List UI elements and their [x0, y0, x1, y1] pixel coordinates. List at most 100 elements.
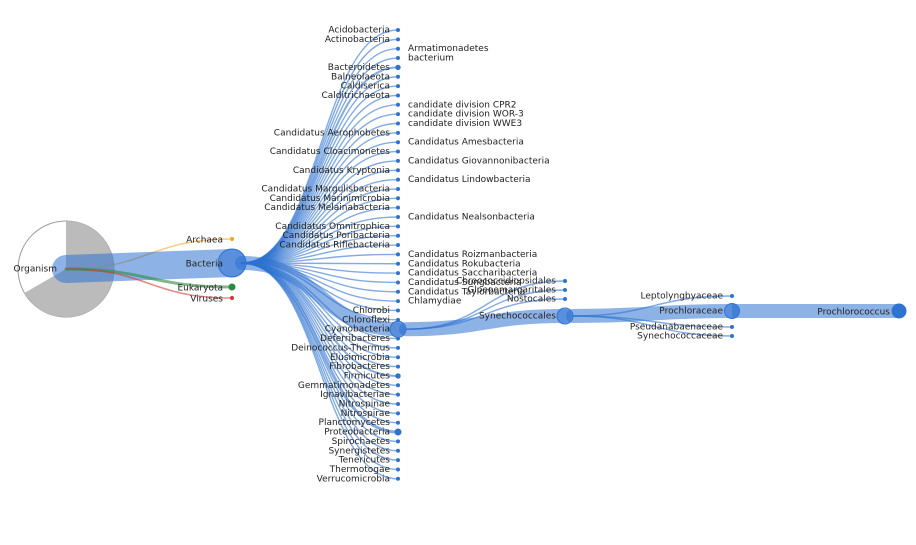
node-candidatus-kryptonia[interactable]	[396, 168, 400, 173]
node-candidatus-aerophobetes[interactable]	[396, 130, 400, 135]
node-leptolyngbyaceae[interactable]	[730, 294, 734, 298]
node-candidatus-taylorbacteria[interactable]	[396, 289, 400, 294]
node-candidatus-marinimicrobia[interactable]	[396, 196, 400, 201]
node-nostocales[interactable]	[563, 297, 567, 301]
node-label-spirochaetes: Spirochaetes	[332, 437, 391, 447]
node-deinococcus-thermus[interactable]	[396, 345, 400, 350]
node-caldiserica[interactable]	[396, 84, 400, 89]
node-spirochaetes[interactable]	[396, 439, 400, 444]
node-label-chroococcidiopsidales: Chroococcidiopsidales	[456, 277, 556, 287]
node-cyanobacteria[interactable]	[389, 320, 407, 338]
node-label-nitrospinae: Nitrospinae	[339, 400, 391, 410]
node-nitrospirae[interactable]	[396, 411, 400, 416]
node-bacteria[interactable]	[217, 248, 247, 278]
node-gemmatimonadetes[interactable]	[396, 383, 400, 388]
node-balneolaeota[interactable]	[396, 74, 400, 79]
node-candidatus-saccharibacteria[interactable]	[396, 271, 400, 276]
node-candidatus-amesbacteria[interactable]	[396, 140, 400, 145]
node-synergistetes[interactable]	[396, 448, 400, 453]
node-deferribacteres[interactable]	[396, 336, 400, 341]
node-label-cyanobacteria: Cyanobacteria	[325, 325, 390, 335]
node-label-planctomycetes: Planctomycetes	[319, 418, 391, 428]
link-bacteria-verrucomicrobia	[241, 262, 399, 480]
node-chlorobi[interactable]	[396, 308, 400, 313]
node-thermotogae[interactable]	[396, 467, 400, 472]
node-viruses[interactable]	[229, 295, 235, 301]
node-candidate-division-wor-3[interactable]	[396, 112, 400, 117]
node-elusimicrobia[interactable]	[396, 355, 400, 360]
node-chlamydiae[interactable]	[396, 299, 400, 304]
node-label-organism: Organism	[13, 265, 57, 275]
node-ignavibacteriae[interactable]	[396, 392, 400, 397]
node-label-prochloraceae: Prochloraceae	[659, 307, 723, 317]
node-proteobacteria[interactable]	[394, 428, 402, 436]
node-label-candidate-division-cpr2: candidate division CPR2	[408, 100, 517, 110]
node-firmicutes[interactable]	[395, 373, 401, 379]
node-calditrichaeota[interactable]	[396, 93, 400, 98]
node-label-candidatus-rokubacteria: Candidatus Rokubacteria	[408, 259, 521, 269]
node-label-candidatus-margulisbacteria: Candidatus Margulisbacteria	[261, 184, 390, 194]
node-armatimonadetes[interactable]	[396, 46, 400, 51]
node-label-candidatus-nealsonbacteria: Candidatus Nealsonbacteria	[408, 213, 535, 223]
node-planctomycetes[interactable]	[396, 420, 400, 425]
node-label-bacteria: Bacteria	[186, 260, 223, 270]
node-candidatus-cloacimonetes[interactable]	[396, 149, 400, 154]
node-label-candidatus-omnitrophica: Candidatus Omnitrophica	[275, 222, 390, 232]
node-label-leptolyngbyaceae: Leptolyngbyaceae	[641, 292, 724, 302]
node-label-candidatus-cloacimonetes: Candidatus Cloacimonetes	[270, 147, 391, 157]
node-label-gemmatimonadetes: Gemmatimonadetes	[298, 381, 390, 391]
node-candidatus-omnitrophica[interactable]	[396, 224, 400, 229]
node-prochlorococcus[interactable]	[891, 303, 907, 319]
node-actinobacteria[interactable]	[396, 37, 400, 42]
node-synechococcales[interactable]	[556, 307, 574, 325]
node-verrucomicrobia[interactable]	[396, 476, 400, 481]
node-prochloraceae[interactable]	[724, 303, 740, 319]
node-acidobacteria[interactable]	[396, 28, 400, 32]
node-candidatus-lindowbacteria[interactable]	[396, 177, 400, 182]
node-label-acidobacteria: Acidobacteria	[328, 26, 390, 36]
node-label-thermotogae: Thermotogae	[329, 465, 391, 475]
node-fibrobacteres[interactable]	[396, 364, 400, 369]
node-eukaryota[interactable]	[228, 283, 236, 291]
node-pseudanabaenaceae[interactable]	[730, 325, 734, 329]
node-candidatus-giovannonibacteria[interactable]	[396, 158, 400, 163]
node-candidatus-riflebacteria[interactable]	[396, 243, 400, 248]
node-nitrospinae[interactable]	[396, 402, 400, 406]
node-label-tenericutes: Tenericutes	[338, 456, 391, 466]
node-archaea[interactable]	[229, 236, 235, 242]
node-candidatus-roizmanbacteria[interactable]	[396, 252, 400, 257]
node-label-candidatus-kryptonia: Candidatus Kryptonia	[293, 166, 390, 176]
link-synechococcales-synechococcaceae	[572, 315, 733, 337]
node-label-synergistetes: Synergistetes	[328, 446, 390, 456]
node-candidate-division-cpr2[interactable]	[396, 102, 400, 107]
node-label-candidatus-amesbacteria: Candidatus Amesbacteria	[408, 138, 524, 148]
node-candidatus-poribacteria[interactable]	[396, 233, 400, 238]
node-tenericutes[interactable]	[396, 458, 400, 463]
link-organism-bacteria	[52, 249, 246, 283]
node-candidatus-sungbacteria[interactable]	[396, 280, 400, 285]
node-candidatus-nealsonbacteria[interactable]	[396, 215, 400, 219]
node-label-balneolaeota: Balneolaeota	[331, 72, 390, 82]
node-label-deinococcus-thermus: Deinococcus-Thermus	[291, 343, 390, 353]
node-chroococcidiopsidales[interactable]	[563, 279, 567, 283]
node-gloeoemargaritales[interactable]	[563, 288, 567, 292]
node-label-calditrichaeota: Calditrichaeota	[322, 91, 391, 101]
node-candidate-division-wwe3[interactable]	[396, 121, 400, 126]
node-label-candidatus-saccharibacteria: Candidatus Saccharibacteria	[408, 269, 537, 279]
node-candidatus-rokubacteria[interactable]	[396, 261, 400, 266]
node-label-candidate-division-wwe3: candidate division WWE3	[408, 119, 522, 129]
node-candidatus-margulisbacteria[interactable]	[396, 186, 400, 191]
node-candidatus-melainabacteria[interactable]	[396, 205, 400, 210]
node-label-proteobacteria: Proteobacteria	[324, 428, 390, 438]
node-bacterium[interactable]	[396, 56, 400, 61]
node-label-nitrospirae: Nitrospirae	[341, 409, 391, 419]
node-synechococcaceae[interactable]	[730, 334, 734, 338]
node-bacteroidetes[interactable]	[395, 64, 401, 71]
node-label-candidate-division-wor-3: candidate division WOR-3	[408, 110, 524, 120]
node-label-chlamydiae: Chlamydiae	[408, 297, 462, 307]
node-label-actinobacteria: Actinobacteria	[325, 35, 390, 45]
node-label-nostocales: Nostocales	[507, 295, 556, 305]
node-label-gloeoemargaritales: Gloeoemargaritales	[467, 286, 556, 296]
